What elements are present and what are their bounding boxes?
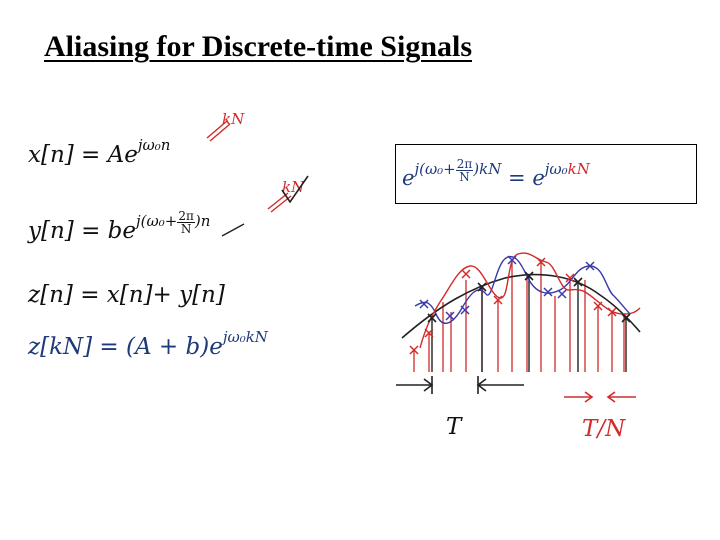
z-equation: z[n] = x[n]+ y[n] <box>28 282 225 308</box>
period-T-over-N-label: T/N <box>582 416 626 442</box>
z-kn-equation-exponent: jω₀kN <box>222 328 268 346</box>
y-equation-main: y[n] = be <box>28 218 136 244</box>
coarse-sample-marks <box>427 271 631 323</box>
period-T-label: T <box>446 414 462 440</box>
boxed-identity <box>395 144 697 204</box>
coarse-sample-stems <box>431 276 627 372</box>
x-equation-main: x[n] = Ae <box>28 142 138 168</box>
x-equation: x[n] = Aejω₀n <box>28 136 170 168</box>
y-exponent-fraction: 2π N <box>177 208 195 236</box>
x-kn-pointer <box>206 120 231 142</box>
y-equation-exponent: j(ω₀+ 2π N)n <box>135 208 211 236</box>
fine-sample-stems <box>413 262 625 372</box>
period-T-over-N-arrows <box>564 391 636 403</box>
x-equation-kn-annotation: kN <box>222 110 245 128</box>
blue-sample-marks <box>419 255 595 321</box>
y-kn-strikeout-mark <box>281 175 309 204</box>
red-sample-marks <box>409 257 617 355</box>
boxed-lhs-exponent: j(ω₀+ 2π N)kN <box>414 156 502 184</box>
y-equation-kn-annotation: kN <box>282 178 305 196</box>
y-equation: y[n] = bej(ω₀+ 2π N)n <box>28 210 210 247</box>
y-fraction-strikeout <box>221 223 245 237</box>
slide-title: Aliasing for Discrete-time Signals <box>44 30 473 63</box>
z-kn-equation-main: z[kN] = (A + b)e <box>28 334 223 360</box>
sampling-diagram <box>396 252 641 403</box>
y-kn-pointer <box>267 192 292 213</box>
boxed-rhs-exponent: jω₀kN <box>544 160 590 178</box>
envelope-curve <box>401 273 641 339</box>
period-T-arrows <box>396 376 524 394</box>
x-equation-exponent: jω₀n <box>137 136 171 154</box>
boxed-exponent-fraction: 2π N <box>455 156 474 184</box>
blue-signal-curve <box>414 255 631 324</box>
z-kn-equation: z[kN] = (A + b)ejω₀kN <box>28 328 268 360</box>
boxed-identity-expression: ej(ω₀+ 2π N)kN = ejω₀kN <box>402 156 590 191</box>
